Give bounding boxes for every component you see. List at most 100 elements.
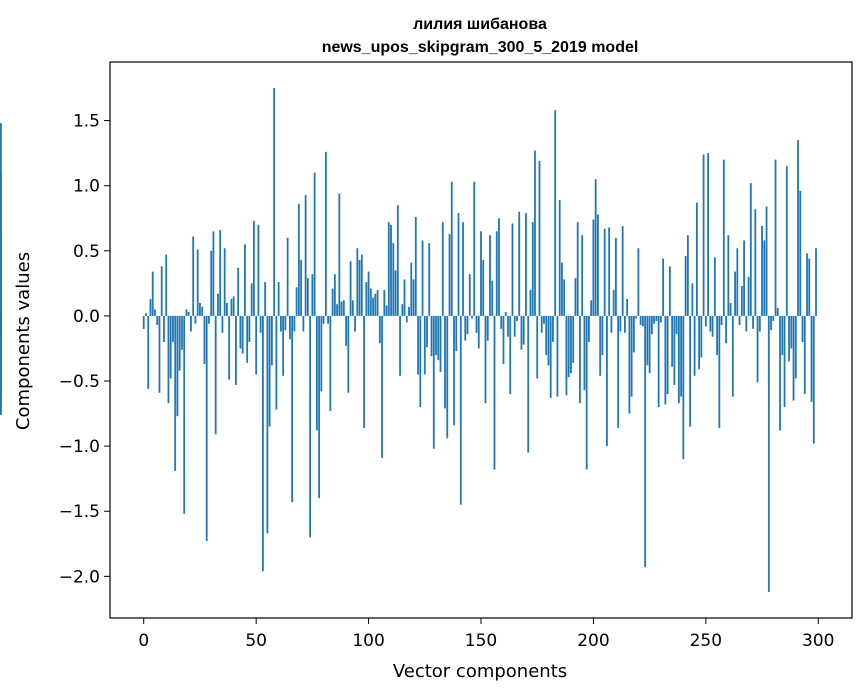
bar xyxy=(459,315,462,505)
bar xyxy=(619,315,622,332)
bar xyxy=(547,315,550,366)
bar xyxy=(363,315,365,428)
bar xyxy=(181,315,183,350)
bar xyxy=(615,237,617,316)
bar xyxy=(142,315,145,329)
bar xyxy=(237,267,240,316)
y-axis-ticks: −2.0 −1.5 −1.0 −0.5 0.0 0.5 1.0 1.5 xyxy=(59,112,110,587)
bar xyxy=(288,315,291,340)
bar xyxy=(291,315,294,503)
bar xyxy=(293,315,296,332)
bar xyxy=(743,240,745,316)
y-tick-label: 1.0 xyxy=(73,177,100,197)
y-tick-label: −1.0 xyxy=(59,437,100,457)
bar xyxy=(684,256,687,316)
bar xyxy=(410,262,413,316)
bar xyxy=(315,315,318,431)
bars-group xyxy=(0,88,817,592)
bar xyxy=(644,315,647,568)
bar xyxy=(345,315,347,346)
bar xyxy=(358,259,361,316)
bar xyxy=(0,270,2,316)
bar xyxy=(606,315,608,447)
bar xyxy=(354,315,356,332)
bar xyxy=(401,304,404,316)
bar xyxy=(794,315,797,379)
bar xyxy=(704,315,707,327)
bar xyxy=(381,315,383,458)
bar xyxy=(241,315,244,354)
bar xyxy=(226,302,228,316)
bar xyxy=(201,306,204,316)
bar xyxy=(808,258,811,316)
bar xyxy=(210,250,213,316)
bar xyxy=(228,315,231,380)
bar xyxy=(718,315,721,428)
bar xyxy=(259,315,262,333)
x-axis-ticks: 0 50 100 150 200 250 300 xyxy=(138,618,834,651)
bar xyxy=(196,249,199,316)
bar xyxy=(702,154,705,316)
bar xyxy=(540,315,543,333)
bar xyxy=(205,315,208,542)
bar xyxy=(217,293,219,316)
x-axis-label: Vector components xyxy=(393,661,567,682)
bar xyxy=(457,213,460,316)
bar xyxy=(304,194,307,316)
bar xyxy=(493,315,496,470)
plot-frame xyxy=(109,61,853,619)
bar xyxy=(390,224,392,316)
bar xyxy=(657,315,660,408)
bar xyxy=(230,298,233,316)
bar xyxy=(579,315,581,404)
bar xyxy=(190,315,192,332)
bar xyxy=(214,315,217,435)
bar xyxy=(403,279,406,316)
bar xyxy=(527,315,530,453)
bar xyxy=(731,315,734,397)
bar xyxy=(264,282,267,316)
bar xyxy=(749,183,752,316)
bar xyxy=(626,298,629,316)
bar xyxy=(803,315,806,395)
bar xyxy=(806,253,808,316)
bar xyxy=(277,282,280,316)
bar xyxy=(682,315,685,460)
bar xyxy=(486,315,489,341)
bar xyxy=(549,315,552,398)
bar xyxy=(223,248,226,316)
x-tick-label: 150 xyxy=(465,631,497,651)
bar xyxy=(392,242,395,316)
bar xyxy=(552,315,554,342)
bar xyxy=(169,315,172,379)
bar xyxy=(522,315,525,345)
bar xyxy=(199,302,201,316)
bar xyxy=(810,315,813,402)
bar xyxy=(468,274,471,316)
bar xyxy=(185,309,188,316)
bar xyxy=(151,271,154,316)
bar xyxy=(536,315,539,379)
bar xyxy=(414,216,417,316)
y-tick-label: −2.0 xyxy=(59,567,100,587)
bar xyxy=(776,308,779,316)
bar xyxy=(745,315,748,332)
bar xyxy=(266,315,269,534)
bar xyxy=(320,315,323,392)
bar xyxy=(219,229,222,316)
bar xyxy=(585,315,588,470)
bar xyxy=(779,315,781,431)
bar xyxy=(342,300,345,316)
bar xyxy=(671,315,674,367)
bar xyxy=(399,315,401,376)
bar xyxy=(324,151,327,316)
bar xyxy=(405,315,408,323)
bar xyxy=(815,248,817,316)
bar xyxy=(554,110,557,316)
bar xyxy=(322,315,325,324)
bar xyxy=(311,274,314,316)
bar xyxy=(597,214,599,316)
y-tick-label: −1.5 xyxy=(59,502,100,522)
bar xyxy=(709,315,712,332)
